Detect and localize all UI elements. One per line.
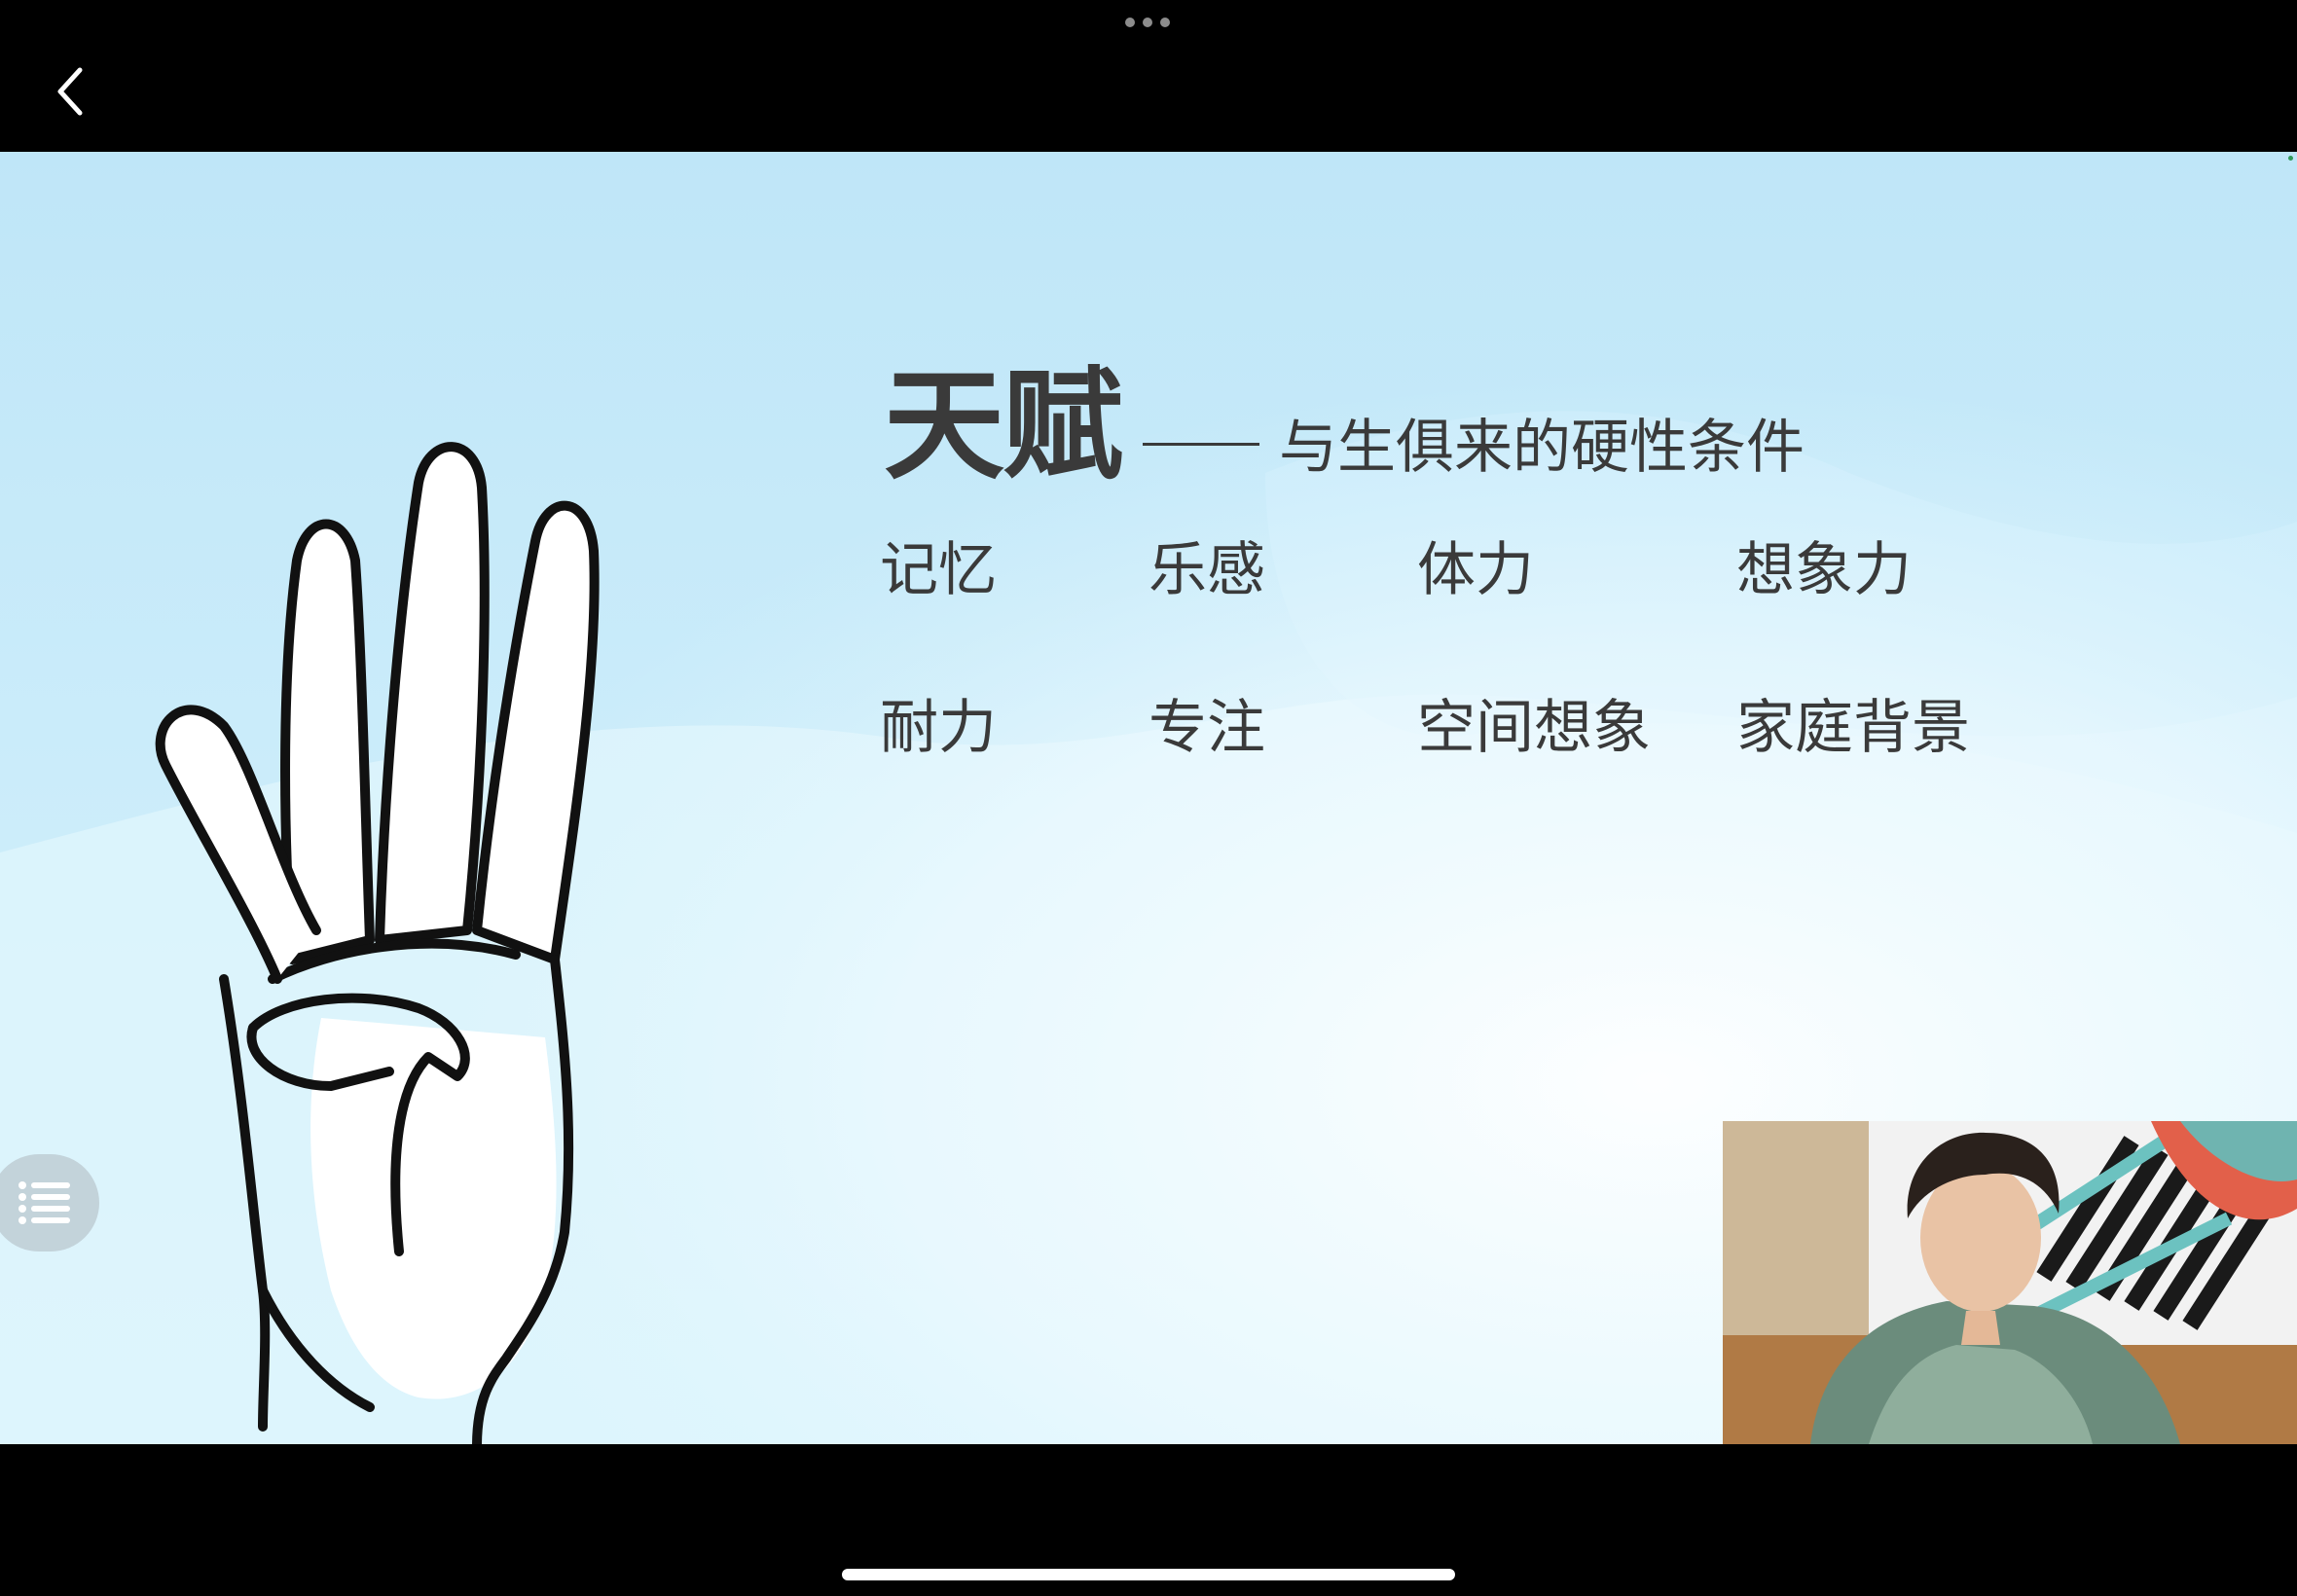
title-dash [1143,443,1260,446]
talent-item: 想象力 [1736,536,1912,604]
talent-item: 专注 [1148,694,1265,762]
talent-item: 空间想象 [1417,694,1651,762]
talent-item: 乐感 [1148,536,1265,604]
dot [1125,18,1135,27]
home-indicator[interactable] [842,1569,1455,1580]
slide-title: 天赋 [884,356,1123,496]
presenter-video[interactable] [1723,1121,2297,1444]
slide-title-row: 天赋 与生俱来的硬性条件 [884,327,1805,496]
four-fingers-hand-icon [155,442,600,1444]
ellipsis-icon[interactable] [1125,16,1170,29]
back-button[interactable] [41,56,99,127]
dot [1160,18,1170,27]
chapter-menu-button[interactable] [0,1154,99,1251]
lesson-slide: 天赋 与生俱来的硬性条件 记忆 乐感 体力 想象力 耐力 专注 空间想象 家庭背… [0,152,2297,1444]
slide-subtitle: 与生俱来的硬性条件 [1279,414,1805,482]
list-icon [18,1181,70,1224]
talent-item: 耐力 [880,694,997,762]
chevron-left-icon [57,67,83,116]
presenter-camera-feed [1723,1121,2297,1444]
talent-item: 体力 [1417,536,1534,604]
status-dot [2288,156,2293,161]
talent-item: 记忆 [880,536,997,604]
talent-item: 家庭背景 [1736,694,1970,762]
dot [1143,18,1152,27]
talent-grid: 记忆 乐感 体力 想象力 耐力 专注 空间想象 家庭背景 [880,541,2048,891]
